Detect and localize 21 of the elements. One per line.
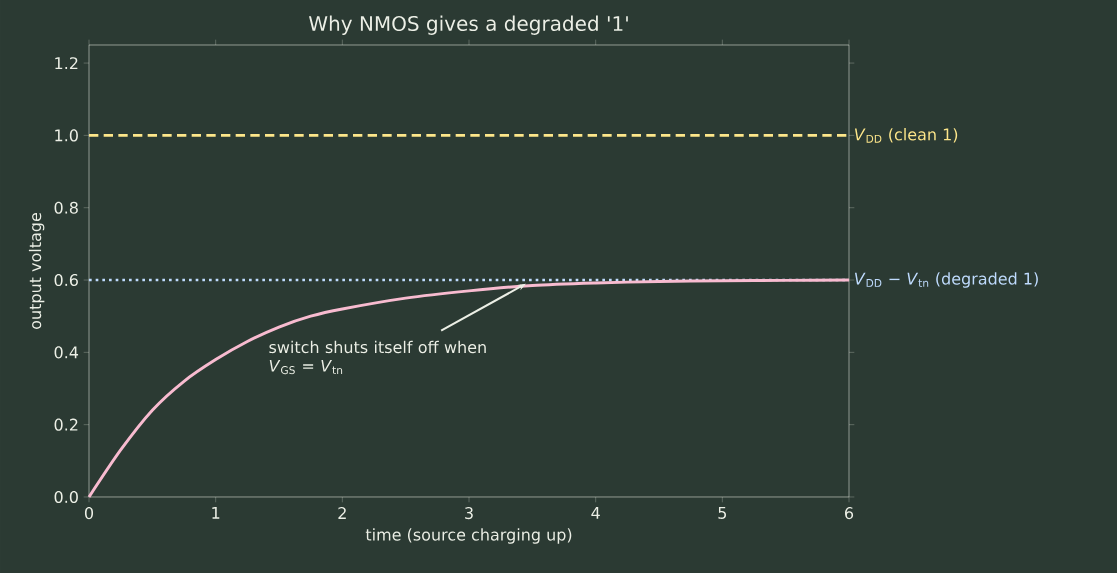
chart-title: Why NMOS gives a degraded '1' xyxy=(308,15,628,35)
y-tick-label: 0.8 xyxy=(54,201,78,214)
y-tick-label: 1.2 xyxy=(55,57,78,69)
y-tick-label: 1.0 xyxy=(55,129,78,142)
x-tick-label: 3 xyxy=(465,507,473,520)
annotation: switch shuts itself off when V$_{GS}$ = V$_{tn}$ xyxy=(269,340,486,375)
x-tick-label: 1 xyxy=(212,507,220,519)
line-series xyxy=(87,278,851,499)
x-tick-label: 0 xyxy=(84,507,94,520)
x-axis-title: time (source charging up) xyxy=(365,528,572,544)
x-tick-label: 6 xyxy=(845,507,854,520)
ref-line-label: V$_{DD}$ − V$_{tn}$ (degraded 1) xyxy=(854,272,1038,288)
ref-line-label: V$_{DD}$ (clean 1) xyxy=(854,128,958,143)
x-tick-label: 5 xyxy=(718,507,727,519)
y-tick-label: 0.2 xyxy=(54,418,78,431)
y-tick-label: 0.0 xyxy=(54,490,78,504)
x-tick-label: 4 xyxy=(591,507,600,519)
x-tick-label: 2 xyxy=(338,507,346,519)
y-axis-title: output voltage xyxy=(28,213,45,329)
y-tick-label: 0.6 xyxy=(54,273,78,287)
y-tick-label: 0.4 xyxy=(54,346,79,359)
